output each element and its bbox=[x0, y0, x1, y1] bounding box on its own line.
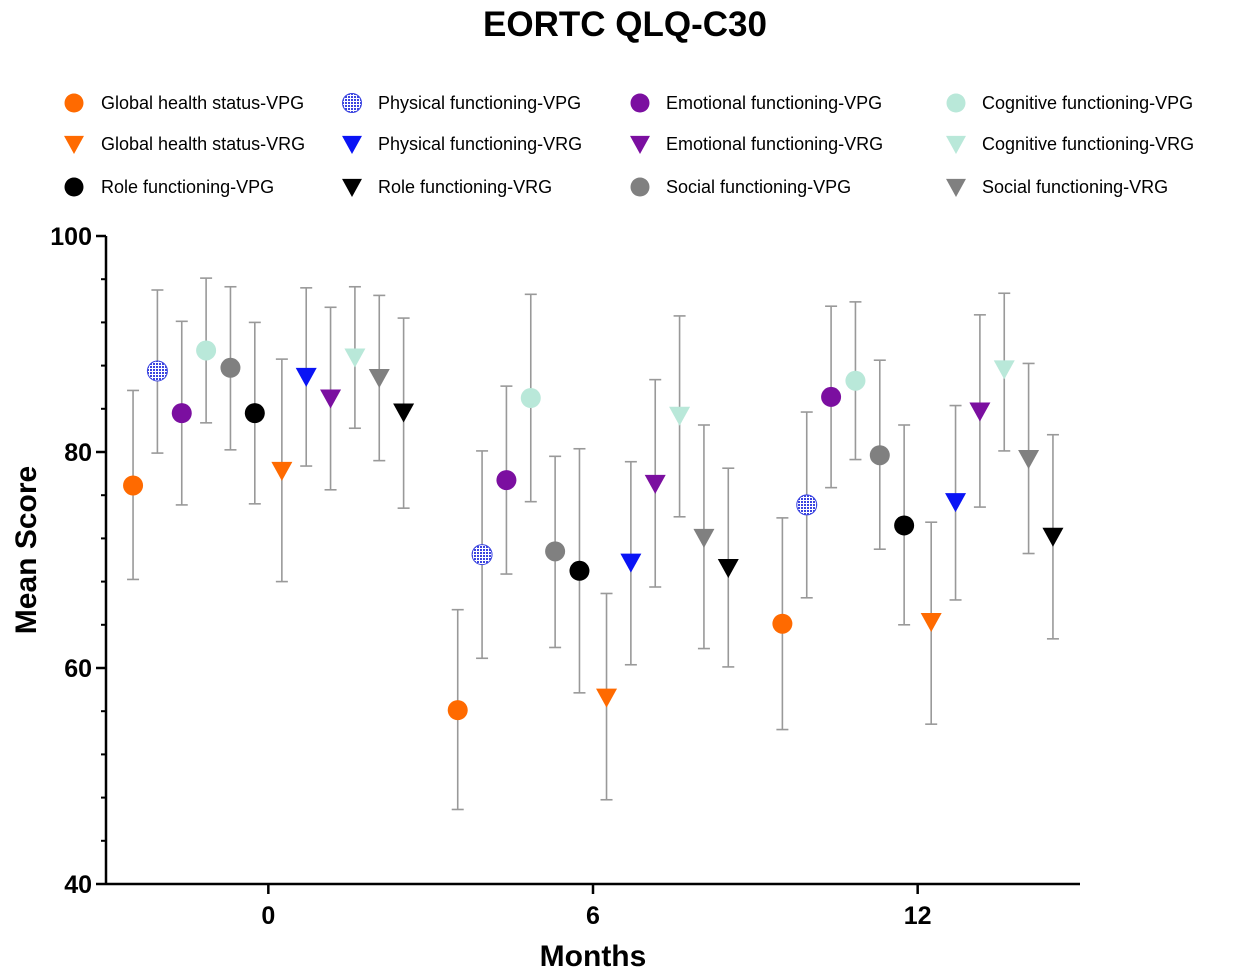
axes bbox=[104, 236, 1080, 886]
legend-marker bbox=[630, 93, 650, 113]
data-point bbox=[845, 370, 866, 391]
legend-label: Cognitive functioning-VPG bbox=[982, 93, 1193, 113]
data-point bbox=[171, 403, 192, 424]
series-cognitive-functioning-vpg bbox=[196, 277, 866, 503]
data-point bbox=[271, 461, 293, 481]
legend-label: Physical functioning-VPG bbox=[378, 93, 581, 113]
data-point bbox=[969, 402, 991, 422]
series-role-functioning-vrg bbox=[393, 317, 1064, 668]
series-physical-functioning-vpg bbox=[146, 289, 818, 660]
series-cognitive-functioning-vrg bbox=[344, 285, 1015, 518]
y-tick-label: 100 bbox=[50, 223, 92, 251]
data-point bbox=[693, 528, 715, 548]
legend-marker bbox=[946, 93, 966, 113]
legend-label: Global health status-VRG bbox=[101, 134, 305, 154]
legend-label: Physical functioning-VRG bbox=[378, 134, 582, 154]
data-point bbox=[295, 367, 317, 387]
data-point bbox=[471, 544, 493, 566]
data-point bbox=[796, 494, 818, 516]
series-physical-functioning-vrg bbox=[295, 287, 967, 666]
series-social-functioning-vrg bbox=[368, 294, 1040, 650]
data-point bbox=[869, 445, 890, 466]
legend-label: Cognitive functioning-VRG bbox=[982, 134, 1194, 154]
legend-item-role-functioning-vpg: Role functioning-VPG bbox=[64, 177, 274, 197]
data-point bbox=[772, 613, 793, 634]
data-point bbox=[220, 357, 241, 378]
x-tick-label: 0 bbox=[261, 902, 275, 930]
data-point bbox=[1018, 449, 1040, 469]
series-role-functioning-vpg bbox=[244, 321, 915, 694]
legend-item-physical-functioning-vrg: Physical functioning-VRG bbox=[342, 134, 582, 154]
data-point bbox=[644, 474, 666, 494]
legend-item-social-functioning-vrg: Social functioning-VRG bbox=[946, 177, 1168, 197]
data-point bbox=[344, 348, 366, 368]
y-tick-label: 80 bbox=[64, 439, 92, 467]
legend-label: Social functioning-VPG bbox=[666, 177, 851, 197]
chart-title: EORTC QLQ-C30 bbox=[483, 5, 767, 44]
legend-label: Emotional functioning-VRG bbox=[666, 134, 883, 154]
legend-label: Emotional functioning-VPG bbox=[666, 93, 882, 113]
legend-item-social-functioning-vpg: Social functioning-VPG bbox=[630, 177, 851, 197]
y-tick-label: 60 bbox=[64, 655, 92, 683]
legend-item-cognitive-functioning-vpg: Cognitive functioning-VPG bbox=[946, 93, 1193, 113]
legend-marker bbox=[342, 93, 362, 113]
data-point bbox=[368, 368, 390, 388]
legend-label: Global health status-VPG bbox=[101, 93, 304, 113]
data-point bbox=[620, 553, 642, 573]
data-point bbox=[569, 560, 590, 581]
legend-item-global-health-status-vrg: Global health status-VRG bbox=[64, 134, 305, 154]
series-social-functioning-vpg bbox=[220, 285, 890, 649]
legend-item-cognitive-functioning-vrg: Cognitive functioning-VRG bbox=[946, 134, 1194, 154]
legend-item-emotional-functioning-vrg: Emotional functioning-VRG bbox=[630, 134, 883, 154]
legend-marker bbox=[946, 178, 966, 197]
data-point bbox=[993, 360, 1015, 380]
series-emotional-functioning-vpg bbox=[171, 305, 842, 575]
legend-marker bbox=[946, 135, 966, 154]
legend: Global health status-VPG Physical functio… bbox=[64, 93, 1194, 197]
data-point bbox=[894, 515, 915, 536]
plot-area bbox=[123, 277, 1064, 811]
legend-marker bbox=[64, 135, 84, 154]
series-global-health-status-vpg bbox=[123, 389, 793, 811]
legend-item-role-functioning-vrg: Role functioning-VRG bbox=[342, 177, 552, 197]
data-point bbox=[821, 386, 842, 407]
data-point bbox=[146, 360, 168, 382]
series-emotional-functioning-vrg bbox=[320, 306, 991, 588]
legend-label: Social functioning-VRG bbox=[982, 177, 1168, 197]
data-point bbox=[244, 403, 265, 424]
data-point bbox=[320, 389, 342, 409]
data-point bbox=[596, 688, 618, 708]
legend-marker bbox=[64, 93, 84, 113]
data-point bbox=[920, 613, 942, 633]
legend-marker bbox=[342, 135, 362, 154]
data-point bbox=[717, 559, 739, 579]
legend-item-global-health-status-vpg: Global health status-VPG bbox=[64, 93, 304, 113]
data-point bbox=[520, 388, 541, 408]
data-point bbox=[196, 340, 217, 361]
data-point bbox=[1042, 527, 1064, 547]
x-axis-label: Months bbox=[540, 940, 647, 973]
legend-marker bbox=[64, 177, 84, 197]
data-point bbox=[669, 406, 691, 426]
legend-item-emotional-functioning-vpg: Emotional functioning-VPG bbox=[630, 93, 882, 113]
legend-item-physical-functioning-vpg: Physical functioning-VPG bbox=[342, 93, 581, 113]
ticks: 40 60 80 100 0 6 12 bbox=[50, 223, 931, 930]
x-tick-label: 12 bbox=[904, 902, 932, 930]
legend-marker bbox=[630, 135, 650, 154]
legend-marker bbox=[342, 178, 362, 197]
y-tick-label: 40 bbox=[64, 871, 92, 899]
data-point bbox=[393, 403, 415, 423]
y-axis-label: Mean Score bbox=[10, 466, 43, 634]
data-point bbox=[945, 493, 967, 513]
x-tick-label: 6 bbox=[586, 902, 600, 930]
legend-marker bbox=[630, 177, 650, 197]
data-point bbox=[447, 700, 468, 721]
data-point bbox=[496, 470, 517, 491]
data-point bbox=[123, 475, 144, 496]
legend-label: Role functioning-VRG bbox=[378, 177, 552, 197]
data-point bbox=[545, 541, 566, 562]
series-global-health-status-vrg bbox=[271, 358, 942, 801]
legend-label: Role functioning-VPG bbox=[101, 177, 274, 197]
